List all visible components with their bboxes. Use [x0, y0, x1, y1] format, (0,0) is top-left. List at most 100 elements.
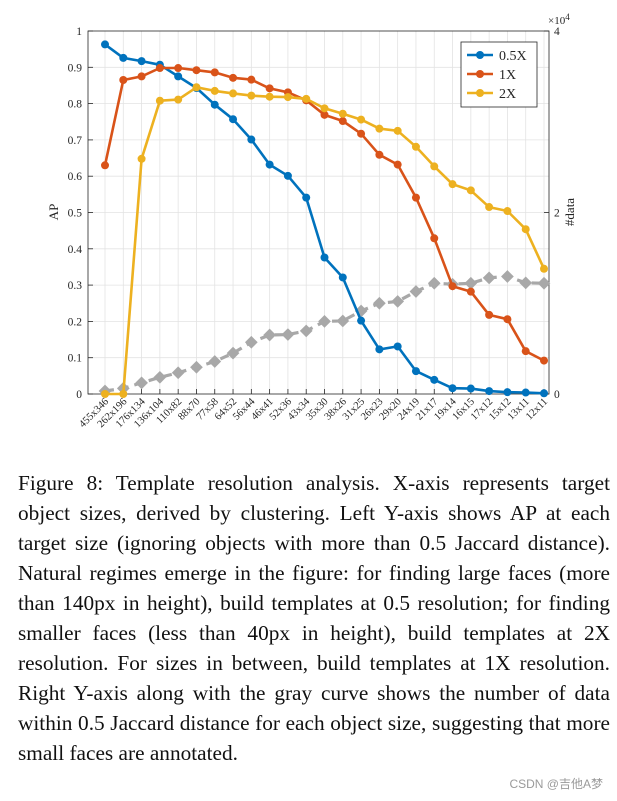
data-point	[192, 66, 201, 75]
data-point	[537, 276, 551, 290]
y2-tick-label: 0	[554, 389, 560, 401]
y-tick-label: 0.1	[68, 353, 83, 365]
legend-entry: 2X	[467, 87, 516, 102]
data-point	[247, 91, 256, 100]
data-point	[338, 109, 347, 118]
data-point	[171, 366, 185, 380]
data-point	[448, 282, 457, 291]
data-point	[393, 160, 402, 169]
data-point	[448, 384, 457, 393]
series-layer	[98, 40, 551, 398]
y2-exponent-label: ×104	[548, 12, 570, 27]
data-point	[357, 129, 366, 138]
data-point	[229, 115, 238, 124]
data-point	[320, 110, 329, 119]
data-point	[503, 315, 512, 324]
data-point	[153, 370, 167, 384]
data-point	[244, 335, 258, 349]
legend-label: 1X	[499, 68, 516, 83]
data-point	[482, 271, 496, 285]
data-point	[320, 253, 329, 262]
data-point	[430, 162, 439, 171]
data-point	[101, 390, 109, 398]
data-point	[137, 154, 146, 163]
data-point	[137, 72, 146, 81]
data-point	[411, 142, 420, 151]
grid-lines	[88, 31, 549, 394]
data-point	[302, 193, 311, 202]
data-point	[135, 376, 148, 390]
y2-exponent-base: ×10	[548, 15, 566, 27]
data-point	[155, 64, 164, 73]
legend-swatch-marker	[476, 70, 484, 78]
data-point	[265, 84, 274, 93]
data-point	[137, 57, 146, 66]
data-point	[247, 75, 256, 84]
data-point	[101, 40, 109, 49]
data-point	[373, 296, 386, 310]
data-point	[283, 93, 292, 102]
y2-exponent-power: 4	[565, 12, 570, 22]
data-point	[430, 375, 439, 384]
data-point	[375, 150, 384, 159]
data-point	[393, 126, 402, 135]
y-tick-label: 0.8	[68, 99, 83, 111]
y-tick-label: 0.2	[68, 316, 83, 328]
resolution-chart: 00.10.20.30.40.50.60.70.80.91024455x3462…	[46, 12, 577, 430]
data-point	[265, 160, 274, 169]
data-point	[119, 390, 128, 398]
figure-caption: Figure 8: Template resolution analysis. …	[18, 471, 610, 765]
y2-tick-label: 4	[554, 26, 560, 38]
data-point	[265, 92, 274, 101]
data-point	[119, 76, 128, 85]
series-data	[98, 270, 551, 398]
data-point	[174, 72, 183, 81]
data-point	[503, 207, 512, 216]
data-point	[155, 96, 164, 105]
data-point	[338, 273, 347, 282]
data-point	[357, 316, 366, 325]
data-point	[519, 276, 533, 290]
series-1x	[101, 64, 548, 365]
data-point	[485, 387, 494, 396]
legend-entry: 0.5X	[467, 49, 527, 64]
data-point	[540, 264, 548, 273]
data-point	[540, 389, 548, 398]
data-point	[338, 117, 347, 126]
data-point	[190, 360, 203, 374]
data-point	[226, 346, 240, 360]
legend-swatch-marker	[476, 51, 484, 59]
data-point	[281, 328, 295, 341]
data-point	[320, 104, 329, 113]
y-tick-label: 1	[76, 26, 82, 38]
legend-swatch-marker	[476, 89, 484, 97]
data-point	[101, 161, 109, 170]
data-point	[375, 124, 384, 133]
y-tick-label: 0.7	[68, 135, 83, 147]
data-point	[409, 285, 423, 298]
data-point	[263, 328, 276, 342]
data-point	[448, 180, 457, 189]
series-2x	[101, 83, 548, 398]
series-05x	[101, 40, 548, 398]
data-point	[521, 347, 530, 356]
data-point	[302, 94, 311, 103]
data-point	[466, 384, 475, 393]
data-point	[119, 53, 128, 62]
data-point	[485, 310, 494, 319]
y-tick-label: 0.6	[68, 171, 83, 183]
data-point	[466, 287, 475, 296]
legend-label: 2X	[499, 87, 516, 102]
data-point	[318, 315, 331, 328]
data-point	[229, 89, 238, 98]
data-point	[501, 270, 514, 283]
y2-axis-label: #data	[562, 198, 577, 226]
data-point	[210, 68, 219, 77]
data-point	[375, 345, 384, 354]
data-point	[391, 295, 405, 308]
data-point	[208, 355, 222, 368]
data-point	[336, 314, 350, 328]
legend: 0.5X 1X 2X	[460, 41, 538, 108]
y-axis-label: AP	[46, 204, 61, 221]
legend-label: 0.5X	[499, 49, 527, 64]
